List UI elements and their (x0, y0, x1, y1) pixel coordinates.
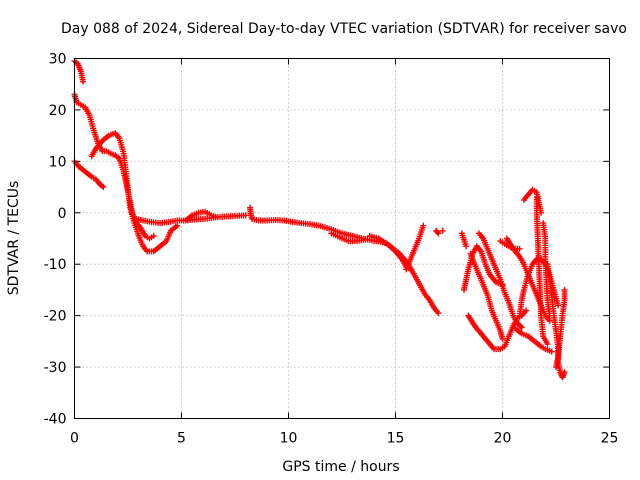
data-point (561, 369, 568, 376)
data-point (434, 229, 441, 236)
grid-lines (74, 58, 610, 419)
data-point (439, 227, 446, 234)
data-point (212, 213, 219, 220)
x-tick-label: 0 (70, 431, 79, 447)
plot-frame (74, 58, 610, 419)
y-tick-label: 0 (58, 206, 67, 222)
y-axis-label: SDTVAR / TECUs (6, 181, 22, 296)
x-tick-label: 15 (387, 431, 405, 447)
data-point (150, 232, 157, 239)
y-tick-label: -10 (44, 257, 67, 273)
data-point (518, 324, 525, 331)
data-point (516, 245, 523, 252)
x-tick-label: 5 (177, 431, 186, 447)
data-point (555, 302, 562, 309)
x-axis-label: GPS time / hours (282, 459, 399, 475)
data-point (80, 78, 87, 85)
data-point (561, 286, 568, 293)
data-point (463, 243, 470, 250)
y-tick-label: 30 (49, 52, 67, 68)
data-point (420, 222, 427, 229)
y-tick-label: -40 (44, 412, 67, 428)
y-tick-label: -20 (44, 309, 67, 325)
data-point (362, 236, 369, 243)
data-point (544, 340, 551, 347)
x-tick-label: 10 (280, 431, 298, 447)
tick-labels: 0 5 10 15 20 25 -40 -30 -20 -10 0 10 20 30 (44, 52, 619, 447)
data-point (100, 184, 107, 191)
chart-title: Day 088 of 2024, Sidereal Day-to-day VTE… (61, 21, 627, 37)
data-point (435, 310, 442, 317)
y-tick-label: -30 (44, 360, 67, 376)
x-tick-label: 20 (494, 431, 512, 447)
x-tick-label: 25 (601, 431, 619, 447)
data-point (499, 335, 506, 342)
data-point (548, 348, 555, 355)
data-point (174, 222, 181, 229)
y-tick-label: 20 (49, 103, 67, 119)
data-point (435, 230, 442, 237)
data-points (71, 58, 568, 381)
y-tick-label: 10 (49, 154, 67, 170)
data-point (523, 307, 530, 314)
data-point (242, 212, 249, 219)
data-point (546, 317, 553, 324)
